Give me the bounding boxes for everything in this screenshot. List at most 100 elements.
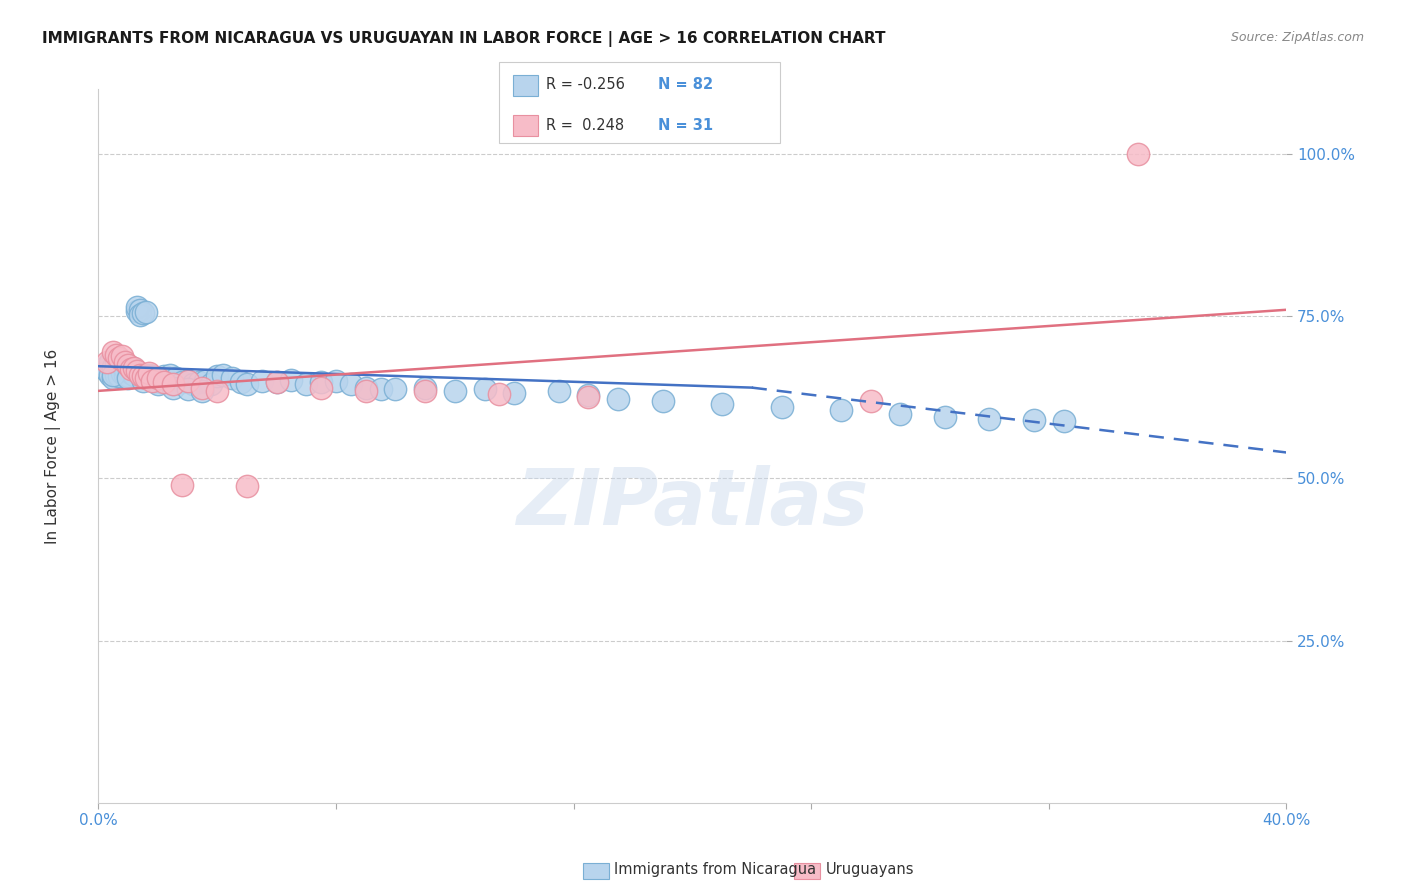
Text: R = -0.256: R = -0.256	[546, 78, 624, 93]
Point	[413, 384, 436, 398]
Point	[138, 367, 160, 381]
Point	[152, 368, 174, 383]
Point	[176, 374, 198, 388]
Point	[488, 387, 510, 401]
Point	[236, 377, 259, 392]
Point	[129, 302, 152, 317]
Point	[114, 354, 136, 368]
Point	[183, 377, 205, 392]
Point	[547, 384, 569, 398]
Point	[143, 374, 166, 388]
Point	[474, 382, 496, 396]
Point	[384, 382, 406, 396]
Point	[830, 403, 852, 417]
Point	[156, 373, 179, 387]
Point	[125, 300, 148, 314]
Text: IMMIGRANTS FROM NICARAGUA VS URUGUAYAN IN LABOR FORCE | AGE > 16 CORRELATION CHA: IMMIGRANTS FROM NICARAGUA VS URUGUAYAN I…	[42, 31, 886, 47]
Point	[111, 350, 134, 364]
Point	[370, 382, 392, 396]
Point	[108, 351, 131, 366]
Point	[96, 354, 118, 368]
Point	[503, 385, 526, 400]
Text: Source: ZipAtlas.com: Source: ZipAtlas.com	[1230, 31, 1364, 45]
Point	[111, 367, 134, 381]
Point	[1053, 414, 1076, 428]
Point	[443, 384, 465, 398]
Point	[93, 361, 115, 376]
Point	[159, 368, 181, 382]
Point	[117, 371, 139, 385]
Point	[120, 362, 142, 376]
Point	[176, 382, 198, 396]
Point	[117, 368, 139, 383]
Text: N = 82: N = 82	[658, 78, 713, 93]
Point	[111, 358, 134, 372]
Text: ZIPatlas: ZIPatlas	[516, 465, 869, 541]
Point	[135, 371, 157, 385]
Point	[98, 354, 121, 368]
Point	[191, 384, 214, 398]
Point	[221, 371, 243, 385]
Point	[711, 397, 734, 411]
Point	[146, 371, 169, 385]
Point	[129, 308, 152, 322]
Point	[146, 371, 169, 385]
Point	[1126, 147, 1149, 161]
Point	[108, 368, 131, 383]
Point	[266, 376, 288, 390]
Point	[578, 388, 600, 402]
Point	[859, 393, 882, 408]
Point	[129, 368, 152, 382]
Point	[207, 384, 229, 398]
Point	[162, 377, 184, 392]
Point	[170, 478, 193, 492]
Point	[354, 384, 377, 398]
Point	[212, 368, 235, 382]
Point	[194, 374, 217, 388]
Point	[135, 304, 157, 318]
Point	[295, 377, 318, 392]
Point	[266, 376, 288, 390]
Point	[125, 304, 148, 318]
Point	[132, 368, 155, 383]
Point	[96, 364, 118, 378]
Text: R =  0.248: R = 0.248	[546, 118, 624, 133]
Point	[340, 377, 363, 392]
Point	[162, 377, 184, 392]
Point	[122, 368, 145, 382]
Point	[280, 373, 302, 387]
Point	[979, 411, 1001, 425]
Point	[105, 348, 128, 362]
Point	[103, 359, 125, 374]
Text: N = 31: N = 31	[658, 118, 713, 133]
Point	[176, 374, 198, 388]
Point	[651, 393, 673, 408]
Point	[607, 392, 630, 407]
Point	[132, 306, 155, 320]
Point	[149, 376, 172, 390]
Point	[132, 368, 155, 382]
Point	[117, 361, 139, 376]
Point	[309, 376, 332, 390]
Point	[354, 381, 377, 395]
Point	[1022, 413, 1045, 427]
Point	[934, 409, 956, 424]
Point	[200, 377, 222, 392]
Point	[250, 374, 273, 388]
Point	[125, 364, 148, 378]
Point	[141, 374, 163, 388]
Point	[105, 356, 128, 370]
Point	[135, 371, 157, 385]
Point	[108, 359, 131, 374]
Text: Uruguayans: Uruguayans	[825, 863, 914, 877]
Text: In Labor Force | Age > 16: In Labor Force | Age > 16	[45, 349, 62, 543]
Point	[98, 368, 121, 382]
Point	[132, 374, 155, 388]
Point	[188, 376, 211, 390]
Point	[103, 371, 125, 385]
Point	[170, 376, 193, 390]
Point	[138, 368, 160, 382]
Point	[236, 479, 259, 493]
Point	[152, 376, 174, 390]
Point	[105, 368, 128, 382]
